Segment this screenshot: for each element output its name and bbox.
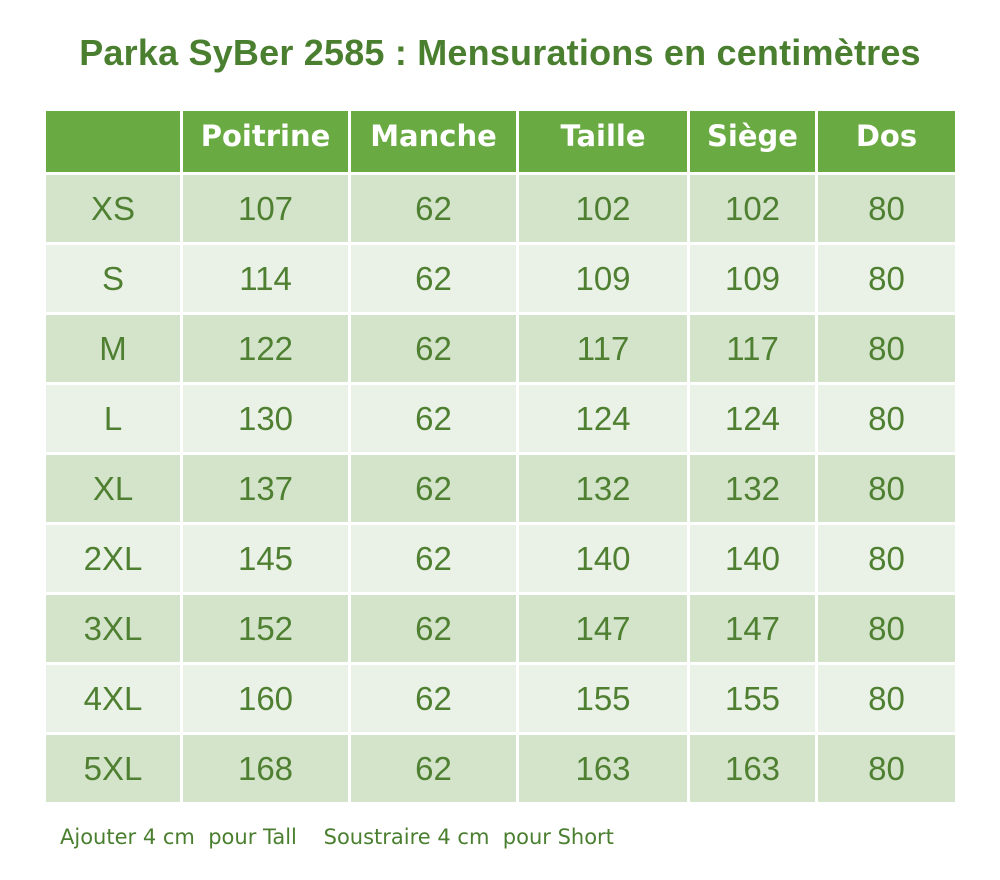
manche-cell: 62 — [348, 312, 519, 385]
size-label: 4XL — [43, 662, 183, 735]
page-title: Parka SyBer 2585 : Mensurations en centi… — [79, 32, 921, 73]
header-size — [43, 108, 183, 175]
dos-cell: 80 — [815, 522, 958, 595]
manche-cell: 62 — [348, 732, 519, 805]
footnote-short: Soustraire 4 cm pour Short — [323, 825, 614, 849]
size-label: XS — [43, 172, 183, 245]
siege-cell: 102 — [687, 172, 818, 245]
poitrine-cell: 168 — [180, 732, 351, 805]
header-taille: Taille — [516, 108, 690, 175]
manche-cell: 62 — [348, 662, 519, 735]
siege-cell: 147 — [687, 592, 818, 665]
taille-cell: 132 — [516, 452, 690, 525]
dos-cell: 80 — [815, 732, 958, 805]
table-row: L 130 62 124 124 80 — [43, 382, 958, 455]
siege-cell: 155 — [687, 662, 818, 735]
siege-cell: 124 — [687, 382, 818, 455]
header-manche: Manche — [348, 108, 519, 175]
poitrine-cell: 160 — [180, 662, 351, 735]
size-label: M — [43, 312, 183, 385]
poitrine-cell: 145 — [180, 522, 351, 595]
header-dos: Dos — [815, 108, 958, 175]
taille-cell: 163 — [516, 732, 690, 805]
poitrine-cell: 137 — [180, 452, 351, 525]
taille-cell: 117 — [516, 312, 690, 385]
table-row: M 122 62 117 117 80 — [43, 312, 958, 385]
manche-cell: 62 — [348, 592, 519, 665]
taille-cell: 109 — [516, 242, 690, 315]
taille-cell: 140 — [516, 522, 690, 595]
table-row: 4XL 160 62 155 155 80 — [43, 662, 958, 735]
table-row: 5XL 168 62 163 163 80 — [43, 732, 958, 805]
header-poitrine: Poitrine — [180, 108, 351, 175]
dos-cell: 80 — [815, 662, 958, 735]
footnote: Ajouter 4 cm pour Tall Soustraire 4 cm p… — [60, 822, 614, 852]
taille-cell: 102 — [516, 172, 690, 245]
siege-cell: 163 — [687, 732, 818, 805]
size-label: 2XL — [43, 522, 183, 595]
size-chart-table: Poitrine Manche Taille Siège Dos XS 107 … — [43, 108, 958, 805]
poitrine-cell: 114 — [180, 242, 351, 315]
size-label: XL — [43, 452, 183, 525]
taille-cell: 155 — [516, 662, 690, 735]
footnote-tall: Ajouter 4 cm pour Tall — [60, 825, 297, 849]
size-label: L — [43, 382, 183, 455]
manche-cell: 62 — [348, 172, 519, 245]
dos-cell: 80 — [815, 242, 958, 315]
table-row: 2XL 145 62 140 140 80 — [43, 522, 958, 595]
manche-cell: 62 — [348, 242, 519, 315]
siege-cell: 140 — [687, 522, 818, 595]
poitrine-cell: 130 — [180, 382, 351, 455]
size-label: 5XL — [43, 732, 183, 805]
table-header-row: Poitrine Manche Taille Siège Dos — [43, 108, 958, 175]
table-row: S 114 62 109 109 80 — [43, 242, 958, 315]
taille-cell: 124 — [516, 382, 690, 455]
size-label: S — [43, 242, 183, 315]
poitrine-cell: 152 — [180, 592, 351, 665]
dos-cell: 80 — [815, 382, 958, 455]
siege-cell: 132 — [687, 452, 818, 525]
manche-cell: 62 — [348, 382, 519, 455]
dos-cell: 80 — [815, 452, 958, 525]
siege-cell: 117 — [687, 312, 818, 385]
manche-cell: 62 — [348, 522, 519, 595]
size-label: 3XL — [43, 592, 183, 665]
dos-cell: 80 — [815, 312, 958, 385]
table-row: XS 107 62 102 102 80 — [43, 172, 958, 245]
poitrine-cell: 107 — [180, 172, 351, 245]
table-row: XL 137 62 132 132 80 — [43, 452, 958, 525]
table-row: 3XL 152 62 147 147 80 — [43, 592, 958, 665]
manche-cell: 62 — [348, 452, 519, 525]
siege-cell: 109 — [687, 242, 818, 315]
dos-cell: 80 — [815, 592, 958, 665]
header-siege: Siège — [687, 108, 818, 175]
taille-cell: 147 — [516, 592, 690, 665]
dos-cell: 80 — [815, 172, 958, 245]
poitrine-cell: 122 — [180, 312, 351, 385]
